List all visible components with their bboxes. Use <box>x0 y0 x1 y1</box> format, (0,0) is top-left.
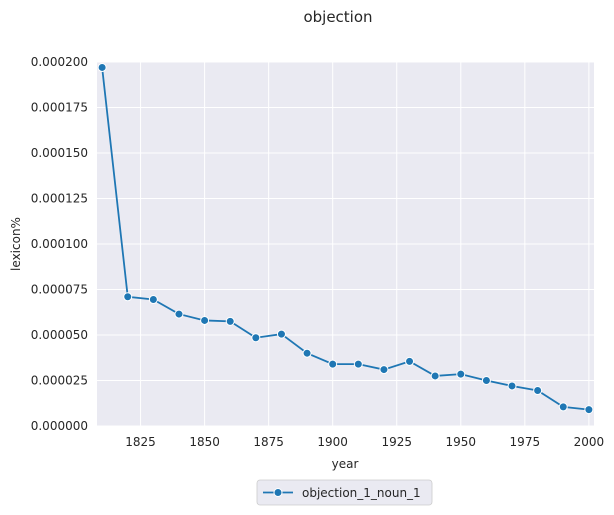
data-point <box>507 381 517 391</box>
legend: objection_1_noun_1 <box>256 479 433 506</box>
data-point <box>251 333 261 343</box>
y-tick-label: 0.000025 <box>31 374 88 388</box>
x-tick-label: 1925 <box>381 435 412 449</box>
y-tick-label: 0.000125 <box>31 192 88 206</box>
x-tick-label: 1850 <box>189 435 220 449</box>
x-tick-label: 1900 <box>317 435 348 449</box>
data-point <box>558 402 568 412</box>
y-tick-labels: 0.000000 0.000025 0.000050 0.000075 0.000100… <box>31 55 88 433</box>
x-tick-label: 1875 <box>253 435 284 449</box>
data-point <box>174 309 184 319</box>
data-point <box>200 315 210 325</box>
y-tick-label: 0.000000 <box>31 419 88 433</box>
data-point <box>123 292 133 302</box>
data-point <box>405 356 415 366</box>
data-point <box>97 62 107 72</box>
x-tick-label: 1950 <box>446 435 477 449</box>
y-tick-label: 0.000200 <box>31 55 88 69</box>
x-tick-labels: 1825 1850 1875 1900 1925 1950 1975 2000 <box>125 435 604 449</box>
grid-lines <box>97 61 594 427</box>
series-points <box>97 62 594 415</box>
chart-title: objection <box>303 8 372 26</box>
x-axis-label: year <box>332 457 359 471</box>
legend-box <box>256 479 433 506</box>
data-point <box>584 405 594 415</box>
y-axis-label: lexicon% <box>9 217 23 271</box>
legend-series-label: objection_1_noun_1 <box>302 486 421 500</box>
data-point <box>302 348 312 358</box>
y-tick-label: 0.000175 <box>31 101 88 115</box>
data-point <box>353 359 363 369</box>
data-point <box>276 329 286 339</box>
data-point <box>533 386 543 396</box>
y-tick-label: 0.000050 <box>31 328 88 342</box>
data-point <box>456 369 466 379</box>
data-point <box>225 316 235 326</box>
y-tick-label: 0.000075 <box>31 283 88 297</box>
data-point <box>481 376 491 385</box>
x-tick-label: 1825 <box>125 435 156 449</box>
legend-point-marker <box>273 488 283 497</box>
x-tick-label: 2000 <box>574 435 605 449</box>
data-point <box>379 365 389 375</box>
data-point <box>430 371 440 381</box>
y-tick-label: 0.000150 <box>31 146 88 160</box>
data-point <box>148 295 158 305</box>
y-tick-label: 0.000100 <box>31 237 88 251</box>
x-tick-label: 1975 <box>510 435 541 449</box>
data-point <box>328 359 338 369</box>
